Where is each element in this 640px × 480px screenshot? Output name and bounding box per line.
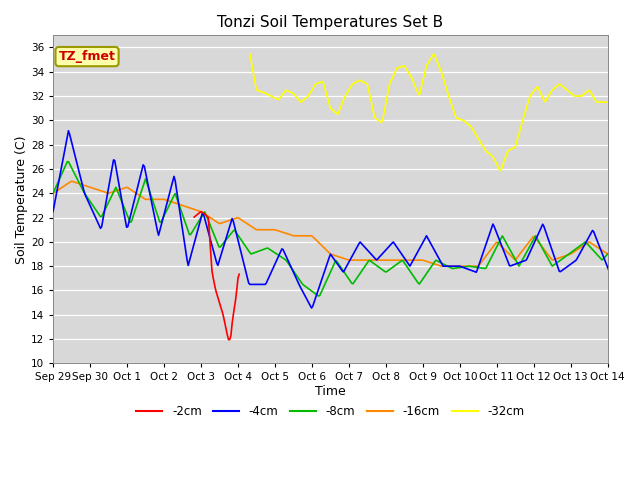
X-axis label: Time: Time bbox=[315, 385, 346, 398]
Y-axis label: Soil Temperature (C): Soil Temperature (C) bbox=[15, 135, 28, 264]
Text: TZ_fmet: TZ_fmet bbox=[59, 50, 115, 63]
Legend: -2cm, -4cm, -8cm, -16cm, -32cm: -2cm, -4cm, -8cm, -16cm, -32cm bbox=[132, 401, 529, 423]
Title: Tonzi Soil Temperatures Set B: Tonzi Soil Temperatures Set B bbox=[218, 15, 444, 30]
